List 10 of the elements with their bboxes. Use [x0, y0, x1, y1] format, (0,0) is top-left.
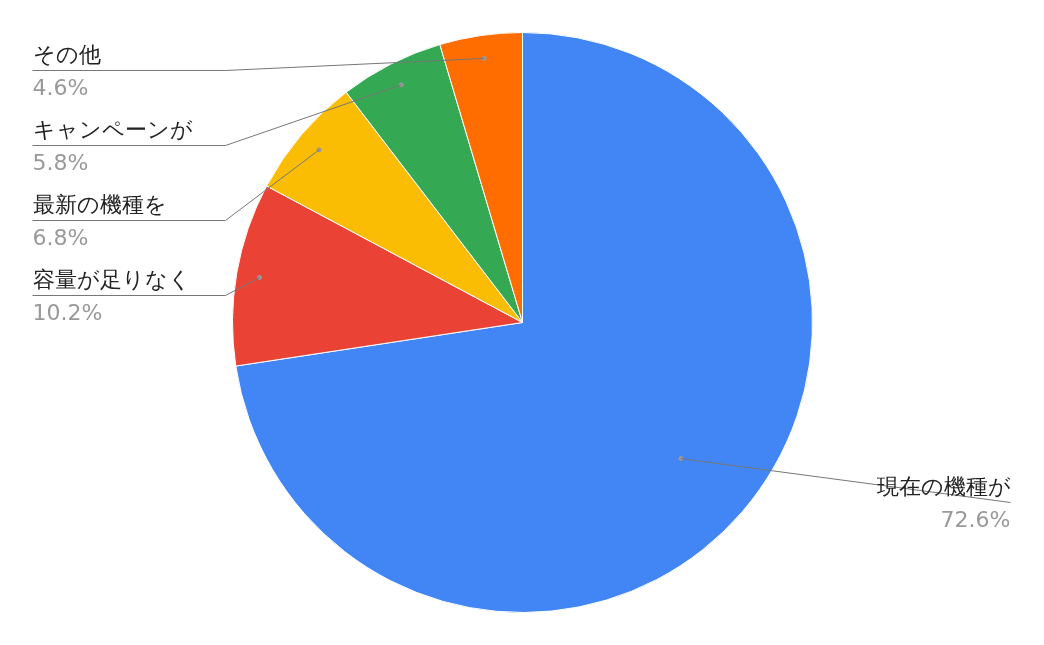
data-label: 5.8% — [32, 149, 89, 175]
slice-label: 容量が足りなく — [32, 266, 191, 292]
slice-label: 現在の機種が — [876, 473, 1011, 499]
slice-label: その他 — [32, 41, 101, 67]
data-label: 10.2% — [32, 299, 103, 325]
data-label: 72.6% — [940, 506, 1011, 532]
slice-label: キャンペーンが — [32, 116, 193, 142]
data-label: 6.8% — [32, 224, 89, 250]
slice-label: 最新の機種を — [32, 191, 167, 217]
data-label: 4.6% — [32, 74, 89, 100]
